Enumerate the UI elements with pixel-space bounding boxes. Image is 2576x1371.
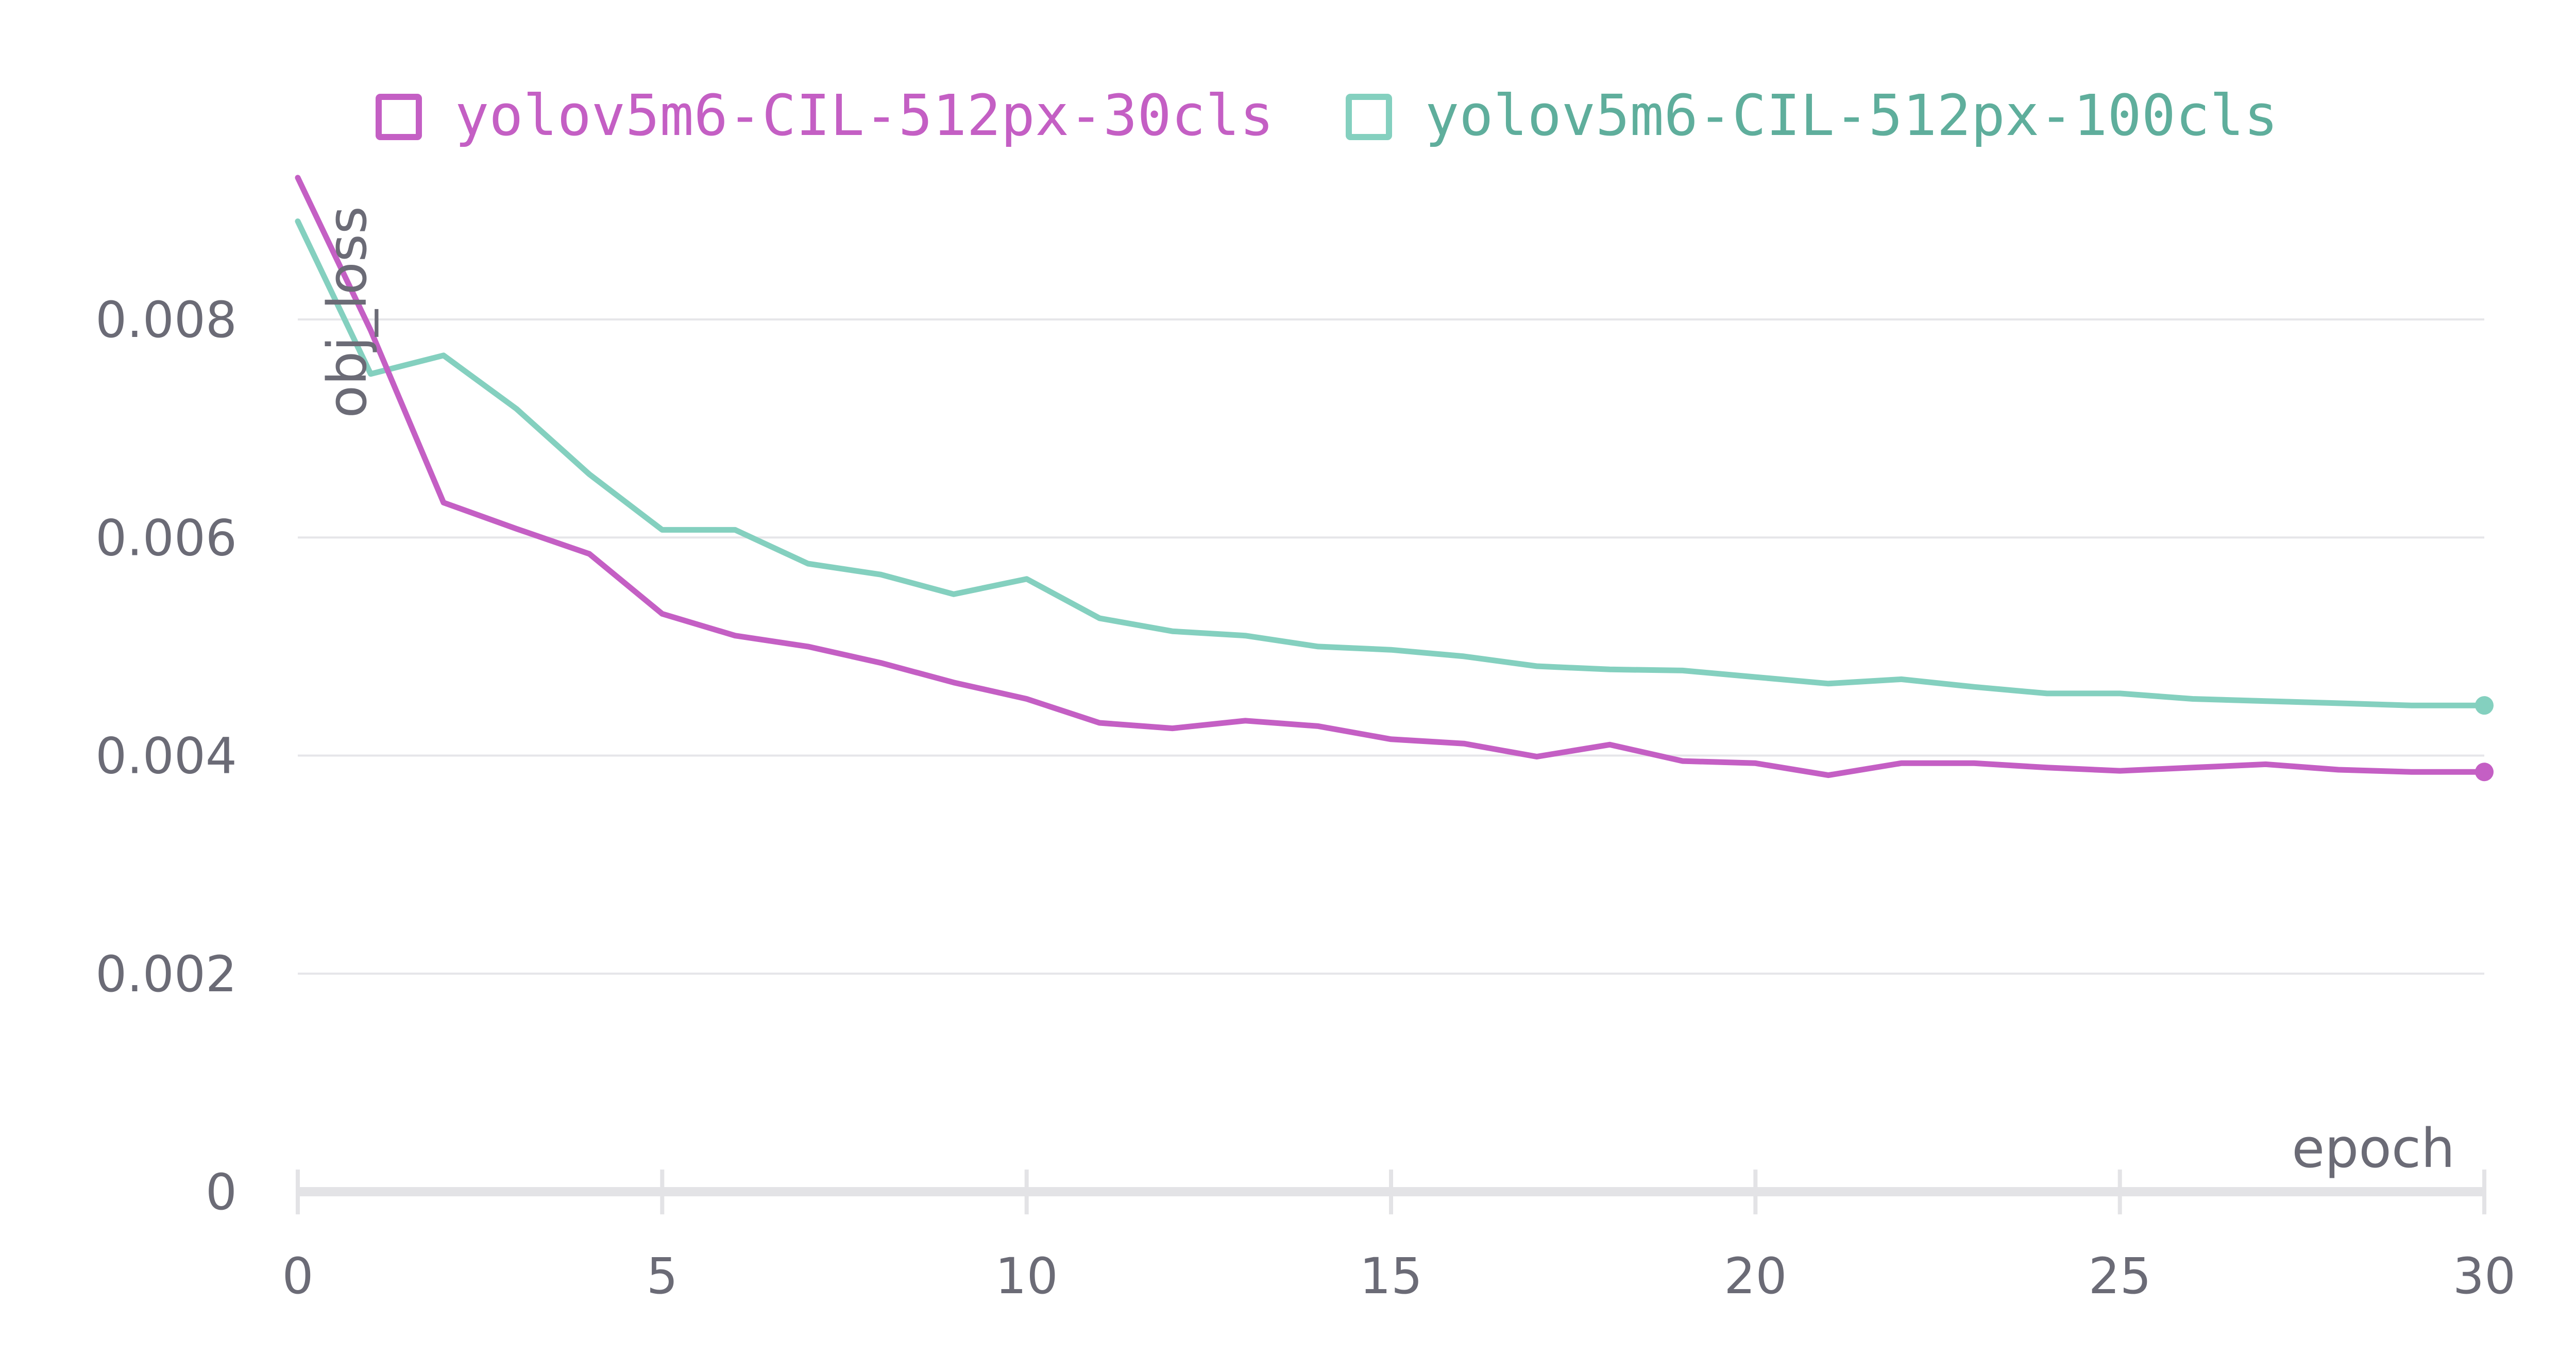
x-tick-label: 10 bbox=[995, 1247, 1058, 1305]
series-end-point bbox=[2475, 696, 2494, 715]
x-tick-label: 0 bbox=[282, 1247, 313, 1305]
x-axis-label: epoch bbox=[2292, 1117, 2455, 1180]
legend-entry: yolov5m6-CIL-512px-100cls bbox=[1425, 82, 2278, 148]
series-line bbox=[295, 175, 2487, 778]
y-tick-label: 0 bbox=[206, 1163, 237, 1221]
legend-entry: yolov5m6-CIL-512px-30cls bbox=[455, 82, 1274, 148]
series-line bbox=[295, 218, 2487, 708]
series-lines bbox=[295, 175, 2494, 782]
x-tick-label: 25 bbox=[2089, 1247, 2151, 1305]
series-end-point bbox=[2475, 763, 2494, 782]
x-tick-label: 5 bbox=[647, 1247, 678, 1305]
y-tick-label: 0.002 bbox=[95, 945, 237, 1003]
y-tick-label: 0.006 bbox=[95, 509, 237, 567]
x-tick-label: 20 bbox=[1724, 1247, 1787, 1305]
grid-lines bbox=[298, 318, 2484, 975]
y-tick-label: 0.008 bbox=[95, 291, 237, 349]
x-tick-label: 15 bbox=[1360, 1247, 1422, 1305]
y-axis-label: obj_loss bbox=[316, 206, 379, 418]
x-tick-label: 30 bbox=[2453, 1247, 2516, 1305]
legend-swatch bbox=[1346, 94, 1392, 140]
y-axis-ticks: 0 0.002 0.004 0.006 0.008 bbox=[95, 291, 237, 1221]
x-axis: 0 5 10 15 20 25 30 bbox=[282, 1170, 2516, 1305]
legend-swatch bbox=[376, 94, 422, 140]
legend: yolov5m6-CIL-512px-30cls yolov5m6-CIL-512… bbox=[376, 82, 2278, 148]
y-tick-label: 0.004 bbox=[95, 727, 237, 785]
